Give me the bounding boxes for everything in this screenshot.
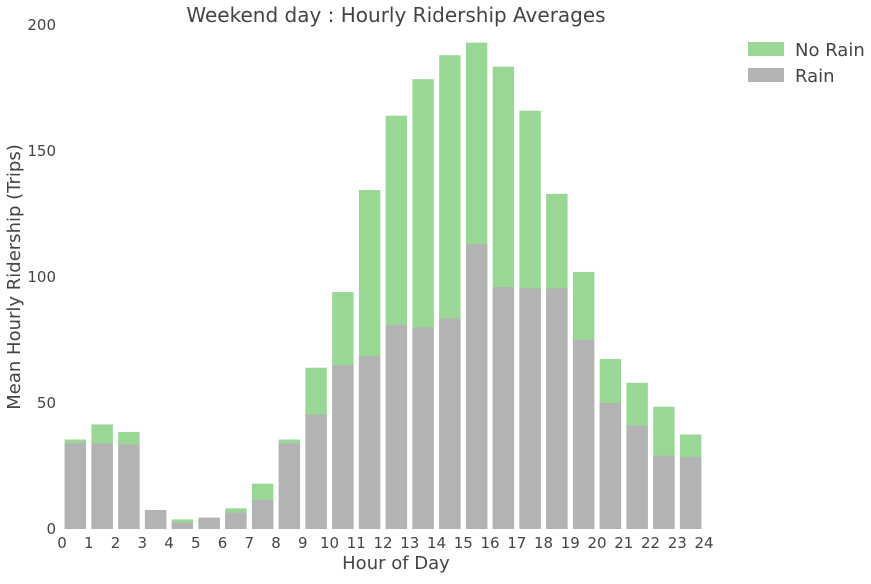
x-tick-label: 1 — [84, 534, 94, 552]
x-tick-label: 13 — [400, 534, 419, 552]
x-tick-label: 15 — [454, 534, 473, 552]
y-axis-label: Mean Hourly Ridership (Trips) — [4, 144, 25, 409]
x-tick-label: 3 — [137, 534, 147, 552]
bar-rain-hour-12 — [385, 324, 408, 529]
x-tick-label: 24 — [694, 534, 713, 552]
bars-layer — [64, 42, 702, 530]
bar-rain-hour-17 — [519, 288, 541, 529]
x-tick-label: 23 — [668, 534, 687, 552]
legend-label: No Rain — [795, 40, 865, 61]
bar-rain-hour-0 — [64, 443, 87, 529]
bar-rain-hour-4 — [171, 522, 194, 529]
x-tick-label: 10 — [320, 534, 339, 552]
x-tick-label: 18 — [534, 534, 553, 552]
bar-rain-hour-2 — [118, 444, 140, 529]
x-tick-label: 7 — [244, 534, 254, 552]
x-tick-label: 12 — [373, 534, 392, 552]
legend-entry-no-rain: No Rain — [748, 40, 865, 61]
x-tick-label: 11 — [347, 534, 366, 552]
bar-rain-hour-20 — [599, 403, 622, 529]
bar-rain-hour-22 — [653, 455, 675, 529]
bar-rain-hour-10 — [332, 365, 354, 529]
x-tick-label: 16 — [480, 534, 499, 552]
x-tick-label: 2 — [111, 534, 121, 552]
legend: No Rain Rain — [748, 40, 865, 87]
legend-entry-rain: Rain — [748, 66, 835, 87]
bar-rain-hour-23 — [679, 457, 702, 529]
legend-swatch — [748, 42, 784, 56]
x-tick-label: 17 — [507, 534, 526, 552]
bar-rain-hour-6 — [225, 512, 247, 529]
bar-rain-hour-18 — [546, 288, 568, 529]
x-tick-labels: 0 1 2 3 4 5 6 7 8 9 10 11 12 13 14 15 16 17 18 19 20 21 22 23 24 — [57, 534, 713, 552]
y-tick-label: 200 — [27, 16, 56, 34]
bar-rain-hour-21 — [626, 425, 648, 529]
bar-rain-hour-11 — [358, 356, 381, 529]
bar-rain-hour-5 — [198, 517, 220, 529]
x-tick-label: 21 — [614, 534, 633, 552]
x-tick-label: 0 — [57, 534, 67, 552]
x-tick-label: 14 — [427, 534, 446, 552]
bar-rain-hour-9 — [305, 414, 327, 529]
x-tick-label: 9 — [298, 534, 308, 552]
legend-label: Rain — [795, 66, 835, 87]
bar-rain-hour-14 — [439, 318, 461, 529]
x-tick-label: 8 — [271, 534, 281, 552]
y-tick-label: 100 — [27, 268, 56, 286]
x-tick-label: 20 — [587, 534, 606, 552]
y-tick-label: 150 — [27, 142, 56, 160]
bar-rain-hour-1 — [91, 443, 113, 529]
x-tick-label: 4 — [164, 534, 174, 552]
bar-rain-hour-13 — [412, 327, 434, 529]
x-tick-label: 19 — [561, 534, 580, 552]
legend-swatch — [748, 68, 784, 82]
x-tick-label: 6 — [218, 534, 228, 552]
x-tick-label: 22 — [641, 534, 660, 552]
bar-rain-hour-7 — [251, 500, 274, 529]
bar-rain-hour-8 — [278, 443, 301, 529]
series-rain — [64, 244, 702, 530]
y-tick-labels: 0 50 100 150 200 — [27, 16, 56, 538]
x-tick-label: 5 — [191, 534, 201, 552]
y-tick-label: 50 — [37, 394, 56, 412]
bar-rain-hour-3 — [144, 510, 167, 529]
bar-rain-hour-16 — [492, 287, 515, 529]
x-axis-label: Hour of Day — [342, 553, 450, 574]
chart-title: Weekend day : Hourly Ridership Averages — [186, 3, 605, 27]
bar-rain-hour-19 — [572, 340, 595, 529]
y-tick-label: 0 — [46, 520, 56, 538]
bar-rain-hour-15 — [465, 244, 488, 530]
